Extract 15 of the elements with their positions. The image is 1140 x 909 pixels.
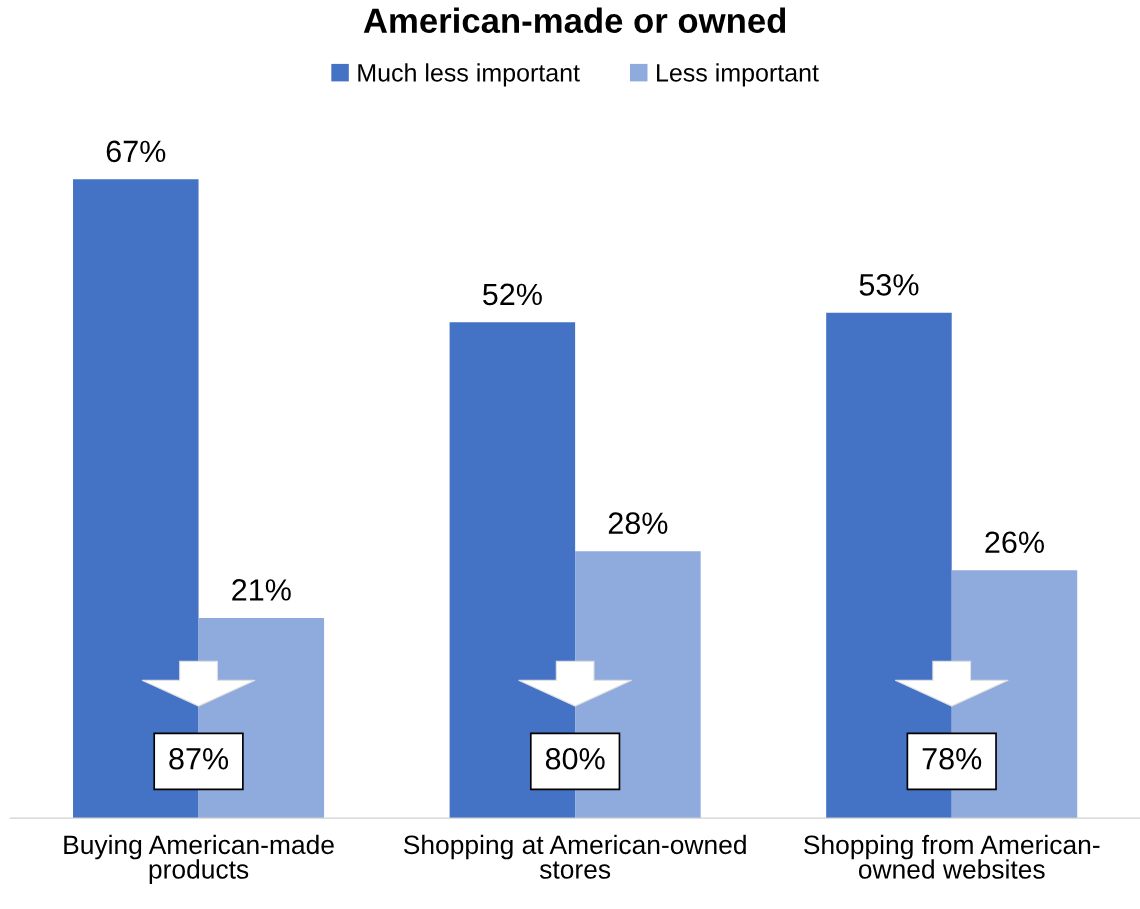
data-label: 26% (985, 531, 1044, 554)
annotation: 78% (922, 747, 982, 770)
data-label: 53% (859, 274, 919, 296)
data-label: 28% (608, 512, 668, 535)
x-tick-label: Buying American-made products (64, 834, 334, 884)
legend-label: Less important (657, 63, 819, 87)
data-label: 67% (106, 140, 166, 163)
data-label: 52% (483, 283, 542, 306)
x-tick-label: Shopping at American-owned stores (403, 834, 746, 879)
chart-title: American-made or owned (363, 7, 786, 34)
data-label: 21% (232, 579, 291, 601)
annotation: 80% (545, 747, 605, 770)
legend-label: Much less important (358, 63, 580, 87)
annotation: 87% (169, 747, 229, 770)
x-tick-label: Shopping from American-owned websites (804, 834, 1100, 879)
